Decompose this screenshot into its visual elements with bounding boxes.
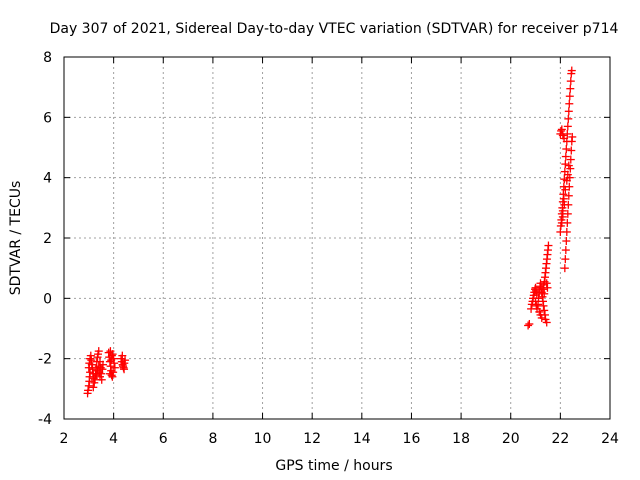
data-point	[120, 365, 129, 374]
data-point	[561, 185, 570, 194]
data-point	[560, 200, 569, 209]
y-tick-label: -4	[38, 412, 52, 428]
data-point	[561, 160, 570, 169]
data-points	[83, 66, 577, 398]
y-tick-label: 2	[43, 231, 52, 247]
data-point	[106, 347, 115, 356]
data-point	[98, 360, 107, 369]
data-point	[524, 321, 533, 330]
data-point	[525, 319, 534, 328]
data-point	[95, 372, 104, 381]
data-point	[562, 176, 571, 185]
x-tick-label: 22	[551, 431, 569, 447]
y-tick-label: 0	[43, 291, 52, 307]
x-tick-label: 14	[353, 431, 371, 447]
data-point	[562, 145, 571, 154]
data-point	[544, 241, 553, 250]
y-axis-title: SDTVAR / TECUs	[8, 181, 24, 296]
y-tick-label: 6	[43, 110, 52, 126]
data-point	[557, 126, 566, 135]
x-tick-label: 20	[502, 431, 520, 447]
data-point	[540, 289, 549, 298]
data-point	[561, 255, 570, 264]
data-point	[560, 264, 569, 273]
x-tick-label: 6	[159, 431, 168, 447]
data-point	[121, 356, 130, 365]
data-point	[557, 218, 566, 227]
data-point	[557, 125, 566, 134]
data-point	[567, 146, 576, 155]
data-point	[543, 283, 552, 292]
data-point	[538, 285, 547, 294]
x-tick-label: 24	[601, 431, 619, 447]
y-tick-label: -2	[38, 352, 52, 368]
data-point	[564, 107, 573, 116]
x-tick-label: 10	[254, 431, 272, 447]
data-point	[563, 209, 572, 218]
x-axis-tick-labels: 2 4 6 8 10 12 14 16 18 20 22 24	[60, 431, 619, 447]
y-tick-label: 8	[43, 50, 52, 66]
data-point	[537, 313, 546, 322]
x-tick-label: 4	[109, 431, 118, 447]
data-point	[564, 114, 573, 123]
data-point	[562, 237, 571, 246]
data-point	[110, 359, 119, 368]
data-point	[87, 360, 96, 369]
grid-lines	[64, 57, 610, 419]
data-point	[566, 77, 575, 86]
data-point	[540, 306, 549, 315]
data-point	[542, 318, 551, 327]
x-tick-label: 12	[303, 431, 321, 447]
data-point	[561, 152, 570, 161]
data-point	[566, 155, 575, 164]
y-axis-tick-labels: -4 -2 0 2 4 6 8	[38, 50, 52, 428]
data-point	[567, 66, 576, 75]
data-point	[565, 99, 574, 108]
x-axis-title: GPS time / hours	[275, 458, 392, 474]
data-point	[89, 383, 98, 392]
data-point	[561, 246, 570, 255]
data-point	[568, 132, 577, 141]
data-point	[563, 129, 572, 138]
y-tick-label: 4	[43, 171, 52, 187]
x-tick-label: 16	[403, 431, 421, 447]
data-point	[84, 386, 93, 395]
data-point	[564, 191, 573, 200]
data-point	[560, 134, 569, 143]
data-point	[562, 227, 571, 236]
chart-title: Day 307 of 2021, Sidereal Day-to-day VTE…	[50, 21, 619, 37]
data-point	[539, 301, 548, 310]
plot-area-frame	[63, 56, 611, 420]
data-point	[565, 92, 574, 101]
x-tick-label: 18	[452, 431, 470, 447]
data-point	[105, 369, 114, 378]
x-tick-label: 8	[208, 431, 217, 447]
data-point	[94, 347, 103, 356]
data-point	[534, 294, 543, 303]
data-point	[564, 161, 573, 170]
data-point	[566, 84, 575, 93]
data-point	[110, 363, 119, 372]
data-point	[542, 279, 551, 288]
data-point	[563, 122, 572, 131]
data-point	[118, 351, 127, 360]
data-point	[563, 170, 572, 179]
data-point	[558, 212, 567, 221]
x-tick-label: 2	[60, 431, 69, 447]
